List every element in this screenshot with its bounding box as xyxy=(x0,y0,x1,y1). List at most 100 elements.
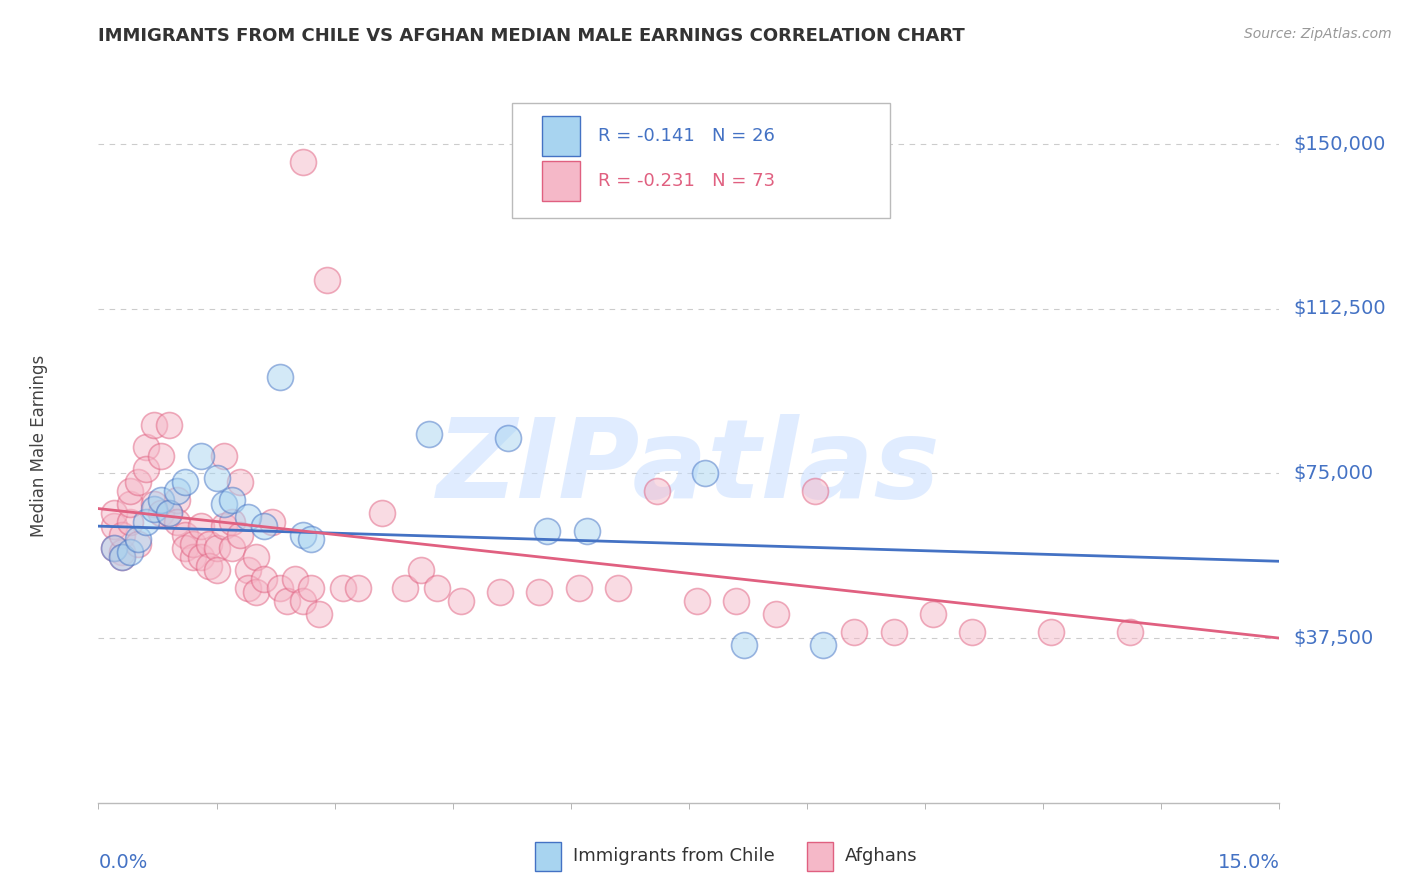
Point xyxy=(127,537,149,551)
Point xyxy=(111,549,134,564)
Text: R = -0.141   N = 26: R = -0.141 N = 26 xyxy=(598,127,775,145)
Point xyxy=(103,541,125,555)
Point xyxy=(150,449,173,463)
Point xyxy=(647,483,669,498)
Point xyxy=(221,541,243,555)
Point xyxy=(253,572,276,586)
Point xyxy=(166,492,188,507)
Point xyxy=(197,537,219,551)
Point xyxy=(111,549,134,564)
Point xyxy=(536,524,558,538)
Point xyxy=(236,510,259,524)
Point xyxy=(284,572,307,586)
Point xyxy=(529,585,551,599)
Point xyxy=(111,528,134,542)
Point xyxy=(236,581,259,595)
Point xyxy=(221,492,243,507)
Point xyxy=(174,475,197,490)
Point xyxy=(292,154,315,169)
Text: ZIPatlas: ZIPatlas xyxy=(437,414,941,521)
Point xyxy=(765,607,787,621)
Text: IMMIGRANTS FROM CHILE VS AFGHAN MEDIAN MALE EARNINGS CORRELATION CHART: IMMIGRANTS FROM CHILE VS AFGHAN MEDIAN M… xyxy=(98,27,965,45)
Text: R = -0.231   N = 73: R = -0.231 N = 73 xyxy=(598,172,775,190)
Point xyxy=(190,449,212,463)
Point xyxy=(166,483,188,498)
Point xyxy=(157,506,180,520)
Point xyxy=(190,519,212,533)
Point xyxy=(150,492,173,507)
Point xyxy=(142,501,165,516)
Point xyxy=(686,594,709,608)
Point xyxy=(157,418,180,433)
Point xyxy=(221,515,243,529)
Point xyxy=(418,426,440,441)
Point xyxy=(135,462,157,476)
Point xyxy=(205,541,228,555)
Point xyxy=(276,594,298,608)
Point xyxy=(118,545,141,559)
Point xyxy=(371,506,394,520)
Point xyxy=(111,545,134,559)
Point xyxy=(197,558,219,573)
Point xyxy=(1119,624,1142,639)
Bar xyxy=(543,116,581,155)
Text: Immigrants from Chile: Immigrants from Chile xyxy=(574,847,775,865)
Point xyxy=(450,594,472,608)
Point xyxy=(103,506,125,520)
Text: 15.0%: 15.0% xyxy=(1218,853,1279,871)
Point xyxy=(118,483,141,498)
Point xyxy=(426,581,449,595)
Point xyxy=(214,519,236,533)
Text: Afghans: Afghans xyxy=(845,847,918,865)
Point xyxy=(962,624,984,639)
Point xyxy=(489,585,512,599)
Point xyxy=(174,541,197,555)
Point xyxy=(308,607,330,621)
Point xyxy=(844,624,866,639)
Text: $37,500: $37,500 xyxy=(1294,629,1374,648)
Text: $112,500: $112,500 xyxy=(1294,300,1386,318)
Point xyxy=(181,549,204,564)
Point xyxy=(181,537,204,551)
Point xyxy=(150,506,173,520)
Point xyxy=(299,581,322,595)
Point xyxy=(135,440,157,454)
Point xyxy=(411,563,433,577)
Bar xyxy=(543,161,581,201)
Point xyxy=(103,541,125,555)
Point xyxy=(245,549,267,564)
Point xyxy=(883,624,905,639)
Point xyxy=(693,467,716,481)
Point xyxy=(205,471,228,485)
Point xyxy=(142,497,165,511)
Point xyxy=(214,449,236,463)
Point xyxy=(269,581,291,595)
Point xyxy=(292,594,315,608)
Point xyxy=(811,638,834,652)
Point xyxy=(347,581,370,595)
Point xyxy=(804,483,827,498)
Point xyxy=(299,533,322,547)
Point xyxy=(127,475,149,490)
Point xyxy=(157,506,180,520)
FancyBboxPatch shape xyxy=(512,103,890,218)
Bar xyxy=(807,842,832,871)
Point xyxy=(607,581,630,595)
Point xyxy=(236,563,259,577)
Point xyxy=(332,581,354,595)
Point xyxy=(725,594,748,608)
Point xyxy=(245,585,267,599)
Point xyxy=(575,524,598,538)
Point xyxy=(260,515,283,529)
Point xyxy=(142,418,165,433)
Point xyxy=(166,515,188,529)
Point xyxy=(292,528,315,542)
Point xyxy=(229,528,252,542)
Point xyxy=(229,475,252,490)
Text: Median Male Earnings: Median Male Earnings xyxy=(31,355,48,537)
Point xyxy=(118,497,141,511)
Point xyxy=(174,528,197,542)
Point xyxy=(1040,624,1063,639)
Point xyxy=(922,607,945,621)
Point xyxy=(205,563,228,577)
